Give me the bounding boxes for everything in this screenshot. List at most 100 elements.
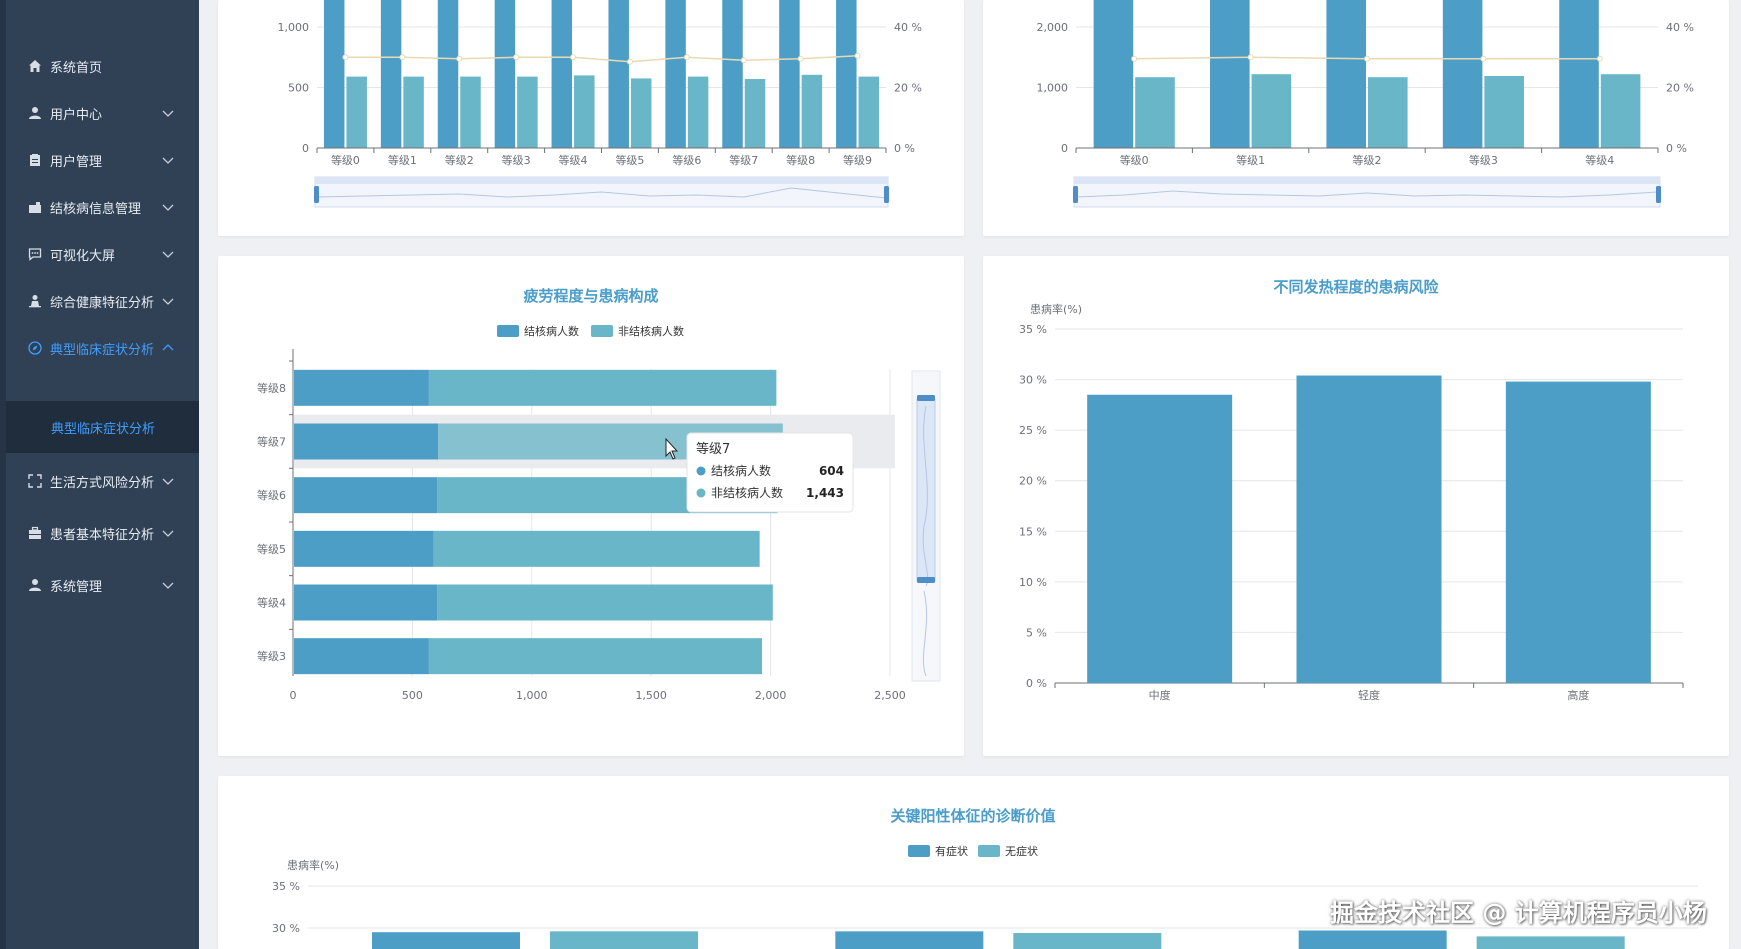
bar-non-tb-count: [403, 76, 424, 148]
vzoom-handle-bottom: [917, 577, 935, 583]
bar-tb-count: [1442, 0, 1483, 148]
legend-label: 无症状: [1005, 844, 1038, 858]
chevron-down-icon: [162, 204, 174, 211]
rate-point: [740, 57, 747, 64]
tooltip-series-value: 604: [819, 464, 844, 478]
tooltip-title: 等级7: [696, 441, 730, 457]
y2-tick-label: 20 %: [894, 82, 922, 95]
bar-tb-count: [665, 0, 686, 148]
rate-point: [683, 54, 690, 61]
document-icon: [27, 152, 43, 168]
sidebar-item-system[interactable]: 系统管理: [6, 563, 199, 607]
chart-title: 关键阳性体征的诊断价值: [890, 807, 1055, 825]
sidebar-item-label: 系统首页: [50, 60, 103, 76]
tooltip-series-value: 1,443: [806, 486, 844, 500]
sidebar-item-user-management[interactable]: 用户管理: [6, 138, 199, 182]
x-tick-label: 1,000: [516, 689, 548, 702]
y2-tick-label: 0 %: [894, 142, 915, 155]
bar-without-symptom: [550, 931, 698, 949]
sidebar-item-dashboard[interactable]: 可视化大屏: [6, 232, 199, 276]
sidebar-item-label: 综合健康特征分析: [50, 295, 155, 311]
y-tick-label: 1,000: [1037, 82, 1069, 95]
bar-with-symptom: [835, 931, 984, 949]
bar-non-tb-count: [428, 638, 763, 675]
bar-non-tb-count: [858, 76, 880, 148]
rate-point: [1131, 55, 1138, 62]
bar-non-tb-count: [1251, 74, 1292, 148]
y2-tick-label: 0 %: [1666, 142, 1687, 155]
chevron-up-icon: [162, 344, 174, 351]
y-tick-label: 30 %: [272, 922, 300, 935]
zoom-slider-preview-line: [316, 187, 887, 199]
tooltip-series-dot: [696, 466, 706, 476]
vzoom-handle-top: [917, 395, 935, 401]
x-tick-label: 等级0: [331, 153, 360, 167]
bar-tb-count: [380, 0, 402, 148]
rate-point: [513, 54, 520, 61]
sidebar-item-patient-basics[interactable]: 患者基本特征分析: [6, 511, 199, 555]
legend-swatch-tb: [497, 325, 519, 337]
bar-tb-count: [1210, 0, 1250, 148]
y-tick-label: 5 %: [1026, 626, 1047, 639]
zoom-handle-right: [1656, 186, 1661, 203]
sidebar-item-label: 可视化大屏: [50, 248, 116, 264]
bar-prevalence: [1087, 394, 1233, 683]
bar-non-tb-count: [1135, 77, 1175, 148]
sidebar-item-label: 系统管理: [50, 579, 103, 595]
rate-point: [570, 54, 577, 61]
bar-non-tb-count: [517, 76, 538, 148]
y2-tick-label: 40 %: [1666, 21, 1694, 34]
x-tick-label: 高度: [1567, 688, 1589, 702]
chart-title: 疲劳程度与患病构成: [523, 287, 658, 305]
sidebar-edge: [0, 0, 6, 949]
y-tick-label: 25 %: [1019, 424, 1047, 437]
x-tick-label: 等级4: [1585, 153, 1614, 167]
bar-with-symptom: [372, 932, 520, 949]
submenu-item-clinical-symptoms[interactable]: 典型临床症状分析: [6, 401, 199, 453]
bar-tb-count: [294, 638, 429, 675]
bar-tb-count: [1559, 0, 1599, 148]
y2-tick-label: 20 %: [1666, 82, 1694, 95]
mouse-cursor-icon: [665, 437, 679, 460]
sidebar-item-clinical-symptoms[interactable]: 典型临床症状分析: [6, 326, 199, 370]
zoom-slider-preview-line: [1075, 190, 1659, 198]
x-tick-label: 等级4: [559, 153, 588, 167]
chevron-down-icon: [162, 478, 174, 485]
fullscreen-icon: [27, 473, 43, 489]
x-tick-label: 等级3: [1469, 153, 1498, 167]
x-tick-label: 500: [402, 689, 423, 702]
chevron-down-icon: [162, 251, 174, 258]
sidebar-item-home[interactable]: 系统首页: [6, 44, 199, 88]
legend-swatch-non-tb: [591, 325, 613, 337]
x-tick-label: 等级8: [786, 153, 815, 167]
y-tick-label: 等级4: [257, 596, 286, 610]
x-tick-label: 轻度: [1358, 688, 1380, 702]
tooltip-series-name: 非结核病人数: [711, 485, 783, 500]
bar-non-tb-count: [630, 78, 652, 148]
rate-point: [399, 54, 406, 61]
legend-swatch-no-symptom: [978, 845, 1000, 857]
bar-non-tb-count: [346, 76, 367, 148]
x-tick-label: 2,000: [755, 689, 787, 702]
sidebar: 系统首页 用户中心 用户管理 结核病信息管理: [0, 0, 199, 949]
bar-non-tb-count: [437, 584, 773, 621]
chevron-down-icon: [162, 582, 174, 589]
y-tick-label: 10 %: [1019, 576, 1047, 589]
sidebar-item-lifestyle-risk[interactable]: 生活方式风险分析: [6, 459, 199, 503]
bar-tb-count: [294, 423, 439, 460]
sidebar-item-health-analysis[interactable]: 综合健康特征分析: [6, 279, 199, 323]
y-tick-label: 等级8: [257, 381, 286, 395]
chart-top-left: 0 500 1,000 0 % 20 % 40 % 等级0 等级1 等级2 等级3 等级4 等级5 等级…: [278, 0, 922, 208]
x-tick-label: 等级2: [1353, 153, 1382, 167]
chevron-down-icon: [162, 298, 174, 305]
sidebar-item-user-center[interactable]: 用户中心: [6, 91, 199, 135]
bar-non-tb-count: [1600, 74, 1641, 148]
y-tick-label: 等级7: [257, 435, 286, 449]
legend-label: 结核病人数: [524, 324, 579, 338]
legend-swatch-symptom: [908, 845, 930, 857]
rate-point: [1596, 55, 1603, 62]
y-tick-label: 30 %: [1019, 374, 1047, 387]
chart-card-positive-signs: 关键阳性体征的诊断价值 有症状 无症状 患病率(%) 35 % 30 %: [218, 776, 1729, 949]
sidebar-item-tb-info[interactable]: 结核病信息管理: [6, 185, 199, 229]
